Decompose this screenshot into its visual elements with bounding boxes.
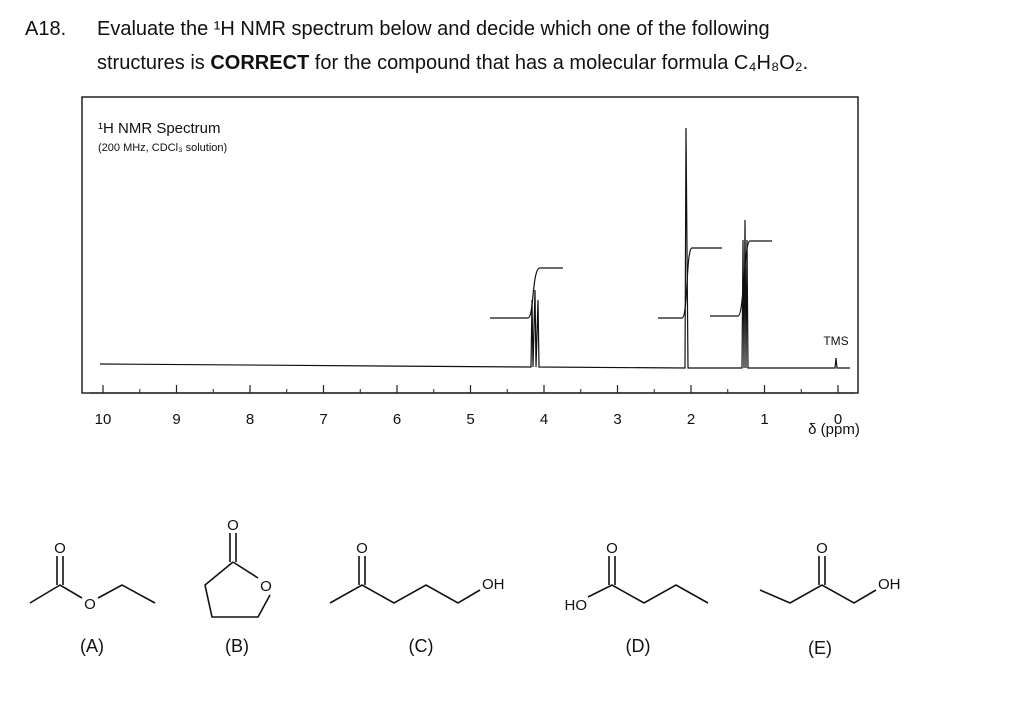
atom: O (356, 540, 368, 557)
bond (587, 584, 709, 604)
option-label: (E) (808, 638, 832, 658)
spectrum-frame (81, 96, 859, 394)
tick-label: 5 (466, 411, 474, 428)
integral-curve (710, 240, 772, 317)
double-bond (56, 556, 64, 585)
tick-label: 9 (172, 411, 180, 428)
text: for the compound that has a molecular fo… (309, 52, 808, 74)
question-line: structures is CORRECT for the compound t… (97, 52, 808, 74)
option-label: (D) (626, 636, 651, 656)
tms-label: TMS (823, 334, 848, 348)
structure-a: O O (A) (29, 540, 156, 656)
bond (759, 584, 877, 604)
tick-label: 4 (540, 411, 548, 428)
bold-text: CORRECT (210, 52, 309, 74)
atom: O (227, 517, 239, 534)
double-bond (818, 556, 826, 585)
option-label: (A) (80, 636, 104, 656)
tick-label: 7 (319, 411, 327, 428)
integral-curve (658, 247, 722, 319)
double-bond (229, 533, 237, 562)
atom: O (84, 596, 96, 613)
tick-label: 10 (95, 411, 112, 428)
spectrum-trace (99, 127, 850, 369)
bond (329, 584, 481, 604)
double-bond (608, 556, 616, 585)
structure-c: O OH (C) (329, 540, 505, 656)
tick-group: 10 9 8 7 6 5 4 3 2 1 0 (95, 385, 842, 428)
option-label: (C) (409, 636, 434, 656)
tick-label: 3 (613, 411, 621, 428)
tick-label: 1 (760, 411, 768, 428)
spectrum-title: ¹H NMR Spectrum (98, 120, 221, 137)
atom: O (816, 540, 828, 557)
tick-label: 8 (246, 411, 254, 428)
atom: OH (482, 576, 505, 593)
structure-b: O O (B) (204, 517, 272, 656)
bond (204, 561, 271, 618)
atom: OH (878, 576, 901, 593)
atom: HO (565, 597, 588, 614)
atom: O (606, 540, 618, 557)
bond (29, 584, 156, 604)
question-number: A18. (25, 18, 66, 40)
integral-curve (490, 267, 563, 319)
double-bond (358, 556, 366, 585)
text: structures is (97, 52, 210, 74)
nmr-spectrum: ¹H NMR Spectrum (200 MHz, CDCl₃ solution… (81, 96, 860, 438)
structure-d: O HO (D) (565, 540, 709, 656)
spectrum-subtitle: (200 MHz, CDCl₃ solution) (98, 142, 227, 154)
tick-label: 0 (834, 411, 842, 428)
tick-label: 6 (393, 411, 401, 428)
axis-label: δ (ppm) (808, 421, 860, 438)
question-line: Evaluate the ¹H NMR spectrum below and d… (97, 18, 770, 40)
option-label: (B) (225, 636, 249, 656)
atom: O (54, 540, 66, 557)
atom: O (260, 578, 272, 595)
structure-e: O OH (E) (759, 540, 901, 658)
tick-label: 2 (687, 411, 695, 428)
